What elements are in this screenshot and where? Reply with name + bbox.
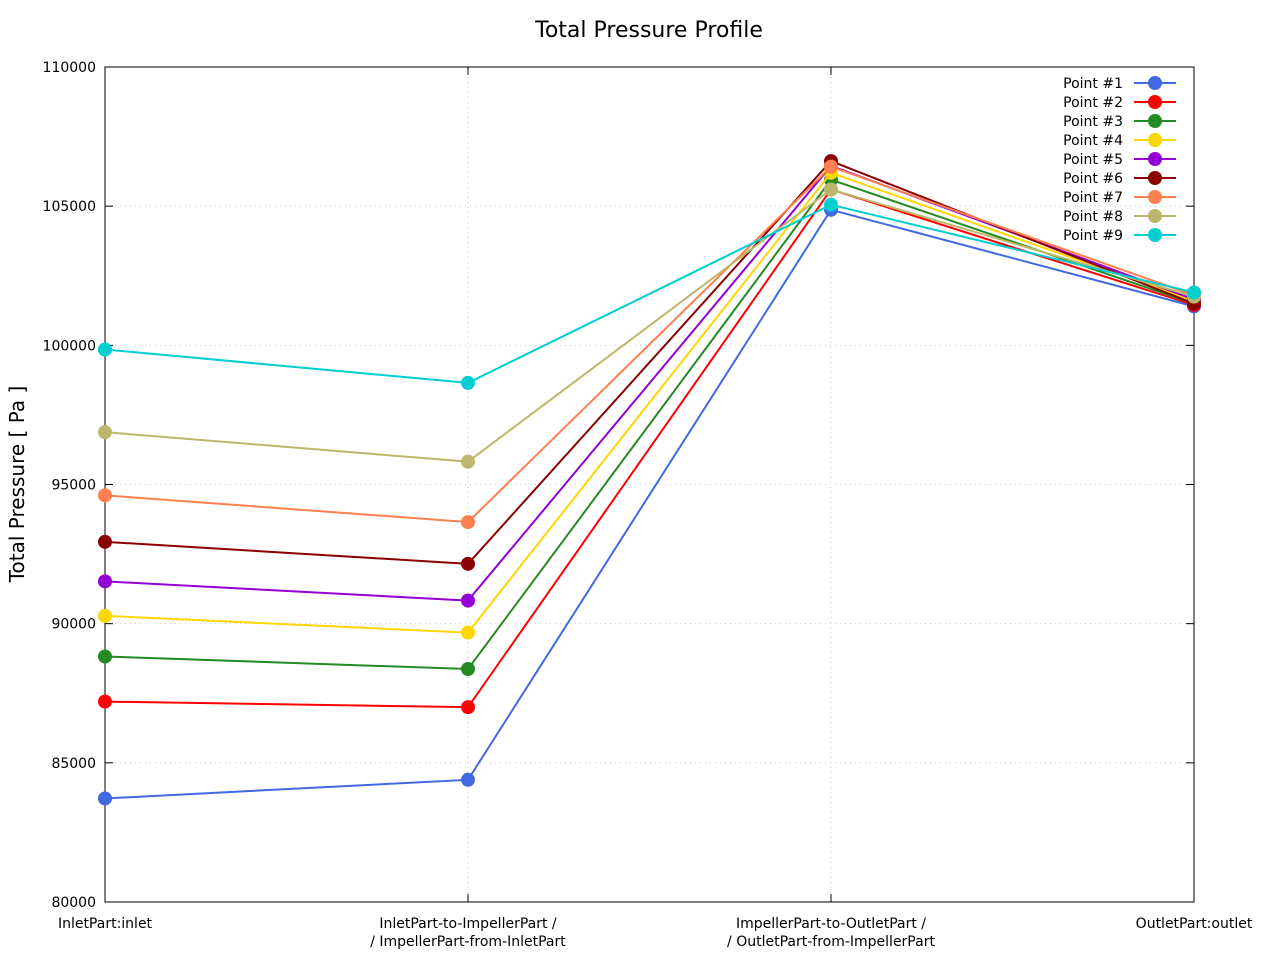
legend-label: Point #7 (1063, 190, 1123, 206)
legend-label: Point #3 (1063, 114, 1123, 130)
series-line (104, 178, 1195, 671)
legend-label: Point #1 (1063, 76, 1123, 92)
series-line (104, 188, 1195, 709)
y-tick-label: 90000 (51, 617, 96, 633)
data-point (98, 574, 112, 589)
legend-marker (1148, 209, 1162, 223)
grid-lines (105, 67, 1194, 902)
legend-entry: Point #1 (1063, 76, 1176, 92)
legend-marker (1148, 228, 1162, 242)
y-tick-label: 95000 (51, 478, 96, 494)
legend-entry: Point #9 (1063, 228, 1176, 244)
legend-entry: Point #2 (1063, 95, 1176, 111)
series-line (104, 188, 1195, 463)
legend: Point #1 Point #2 Point #3 Point #4 Point #5… (1063, 76, 1176, 244)
legend-marker (1148, 114, 1162, 128)
series-lines (98, 154, 1201, 806)
y-tick-label: 105000 (43, 199, 96, 215)
y-axis-label: Total Pressure [ Pa ] (5, 386, 29, 584)
x-tick-label: InletPart:inlet (58, 916, 153, 932)
x-tick-label: OutletPart:outlet (1136, 916, 1253, 932)
y-tick-label: 100000 (43, 338, 96, 354)
data-point (461, 454, 475, 469)
legend-label: Point #8 (1063, 209, 1123, 225)
legend-entry: Point #6 (1063, 171, 1176, 187)
series-line (104, 208, 1195, 800)
data-point (98, 649, 112, 664)
data-point (461, 375, 475, 390)
data-point (98, 425, 112, 440)
legend-marker (1148, 190, 1162, 204)
series-line (104, 203, 1195, 384)
legend-marker (1148, 76, 1162, 90)
data-point (98, 488, 112, 503)
data-point (824, 159, 838, 174)
series-9 (98, 197, 1201, 390)
data-point (1187, 285, 1201, 300)
axis-ticks: 80000 85000 90000 95000 100000 105000 110000 In… (43, 60, 1253, 950)
data-point (98, 608, 112, 623)
legend-entry: Point #8 (1063, 209, 1176, 225)
legend-label: Point #9 (1063, 228, 1123, 244)
data-point (461, 593, 475, 608)
legend-marker (1148, 152, 1162, 166)
series-5 (98, 158, 1201, 608)
chart-title: Total Pressure Profile (534, 18, 763, 43)
data-point (824, 182, 838, 197)
data-point (461, 772, 475, 787)
legend-label: Point #6 (1063, 171, 1123, 187)
series-7 (98, 159, 1201, 530)
data-point (98, 534, 112, 549)
x-tick-label: / OutletPart-from-ImpellerPart (727, 934, 935, 950)
series-line (104, 159, 1195, 565)
legend-label: Point #5 (1063, 152, 1123, 168)
data-point (461, 662, 475, 677)
series-2 (98, 182, 1201, 715)
data-point (98, 342, 112, 357)
legend-entry: Point #5 (1063, 152, 1176, 168)
series-line (104, 165, 1195, 524)
legend-label: Point #4 (1063, 133, 1123, 149)
data-point (461, 556, 475, 571)
x-tick-label: ImpellerPart-to-OutletPart / (736, 916, 926, 932)
data-point (461, 625, 475, 640)
legend-entry: Point #4 (1063, 133, 1176, 149)
series-line (104, 164, 1195, 602)
data-point (98, 694, 112, 709)
x-tick-label: InletPart-to-ImpellerPart / (379, 916, 557, 932)
legend-marker (1148, 171, 1162, 185)
series-3 (98, 172, 1201, 677)
series-6 (98, 154, 1201, 571)
y-tick-label: 85000 (51, 756, 96, 772)
data-point (98, 791, 112, 806)
series-4 (98, 165, 1201, 640)
data-point (824, 197, 838, 212)
legend-entry: Point #7 (1063, 190, 1176, 206)
legend-entry: Point #3 (1063, 114, 1176, 130)
legend-marker (1148, 95, 1162, 109)
legend-label: Point #2 (1063, 95, 1123, 111)
data-point (461, 515, 475, 530)
y-tick-label: 110000 (43, 60, 96, 76)
legend-marker (1148, 133, 1162, 147)
y-tick-label: 80000 (51, 895, 96, 911)
x-tick-label: / ImpellerPart-from-InletPart (370, 934, 566, 950)
series-line (104, 171, 1195, 634)
data-point (461, 700, 475, 715)
